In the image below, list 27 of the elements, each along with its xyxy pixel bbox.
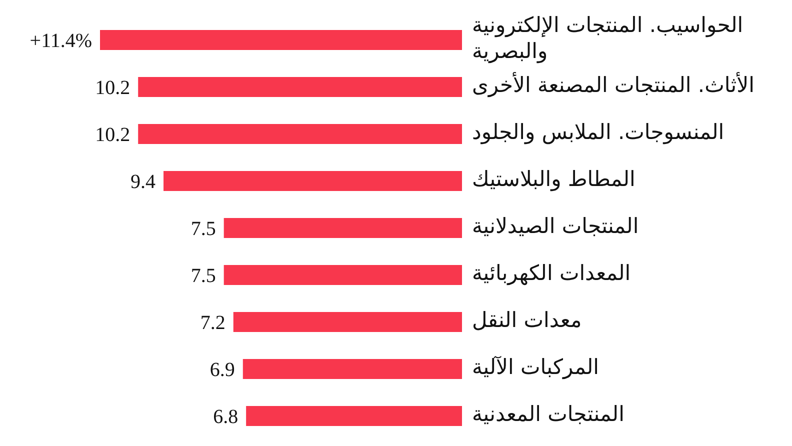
bar (224, 265, 462, 285)
data-label: 6.8 (213, 406, 238, 428)
y-tick-label: المنسوجات. الملابس والجلود (472, 119, 726, 145)
y-tick-label: المنتجات المعدنية (472, 401, 626, 427)
bar (100, 30, 462, 50)
bar (224, 218, 462, 238)
bar (164, 171, 462, 191)
data-label: 9.4 (130, 171, 156, 193)
data-label: 6.9 (210, 359, 235, 381)
y-tick-label: المعدات الكهربائية (472, 260, 632, 286)
bar (246, 406, 462, 426)
bar (138, 77, 462, 97)
bar (242, 359, 462, 379)
y-tick-label: الأثاث. المنتجات المصنعة الأخرى (472, 72, 756, 98)
y-tick-label: المنتجات الصيدلانية (472, 213, 640, 239)
bar (233, 312, 462, 332)
data-label: 7.5 (190, 265, 216, 287)
data-label: 7.2 (200, 312, 226, 334)
data-label: +11.4% (30, 30, 92, 52)
data-label: 7.5 (190, 218, 216, 240)
bar (138, 124, 462, 144)
y-tick-label: الحواسيب. المنتجات الإلكترونية والبصرية (472, 12, 744, 64)
y-tick-label: المركبات الآلية (472, 354, 600, 380)
data-label: 10.2 (95, 77, 130, 99)
data-label: 10.2 (95, 124, 130, 146)
y-tick-label: معدات النقل (472, 307, 583, 333)
y-tick-label: المطاط والبلاستيك (472, 166, 636, 192)
